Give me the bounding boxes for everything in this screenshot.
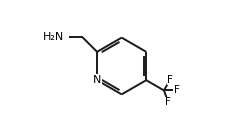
Text: F: F <box>167 75 173 85</box>
Text: N: N <box>93 75 101 85</box>
Text: F: F <box>174 85 179 95</box>
Text: H₂N: H₂N <box>43 32 64 42</box>
Text: F: F <box>165 97 171 107</box>
